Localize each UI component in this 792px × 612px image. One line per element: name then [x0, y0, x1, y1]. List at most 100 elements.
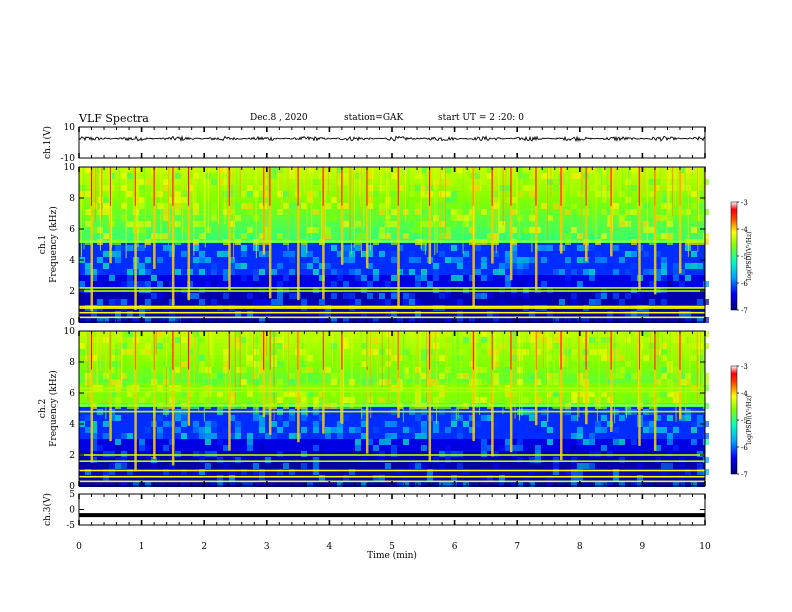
spectrogram-cell	[691, 439, 697, 445]
spectrogram-cell	[661, 203, 667, 209]
spectrogram-cell	[607, 185, 613, 191]
spectrogram-row	[79, 283, 705, 287]
spectrogram-cell	[703, 403, 709, 409]
sferic-line	[246, 331, 248, 366]
spectrogram-cell	[511, 251, 517, 257]
spectrogram-cell	[247, 481, 253, 487]
sferic-line	[553, 331, 555, 373]
spectrogram-cell	[175, 221, 181, 227]
spectrogram-cell	[331, 293, 337, 299]
sferic-line	[434, 167, 436, 256]
spectrogram-cell	[109, 355, 115, 361]
spectrogram-cell	[703, 331, 709, 337]
spectrogram-cell	[343, 245, 349, 251]
spectrogram-cell	[703, 373, 709, 379]
sferic-line	[596, 167, 598, 197]
sferic-line	[273, 331, 275, 421]
ch1-spectrogram-ytick-label: 6	[69, 225, 75, 235]
spectrogram-cell	[169, 481, 175, 487]
spectrogram-cell	[619, 355, 625, 361]
sferic-line	[363, 167, 365, 227]
spectrogram-cell	[535, 203, 541, 209]
spectrogram-cell	[607, 337, 613, 343]
spectrogram-cell	[109, 275, 115, 281]
spectrogram-cell	[445, 481, 451, 487]
spectrogram-cell	[403, 257, 409, 263]
spectrogram-cell	[253, 361, 259, 367]
spectrogram-cell	[373, 451, 379, 457]
spectrogram-cell	[673, 481, 679, 487]
colorbar-tick-label: -4	[741, 390, 748, 398]
spectrogram-cell	[193, 427, 199, 433]
spectrogram-cell	[457, 215, 463, 221]
spectrogram-row	[79, 235, 705, 239]
spectrogram-cell	[535, 287, 541, 293]
spectrogram-cell	[679, 361, 685, 367]
spectrogram-cell	[343, 475, 349, 481]
spectrogram-cell	[163, 185, 169, 191]
spectrogram-cell	[349, 427, 355, 433]
spectrogram-cell	[247, 191, 253, 197]
spectrogram-cell	[409, 191, 415, 197]
sferic-line	[568, 331, 570, 388]
spectrogram-cell	[577, 233, 583, 239]
spectrogram-cell	[253, 337, 259, 343]
spectrogram-cell	[487, 275, 493, 281]
spectrogram-cell	[691, 379, 697, 385]
spectrogram-cell	[421, 349, 427, 355]
spectrogram-cell	[583, 317, 589, 323]
spectrogram-cell	[577, 463, 583, 469]
ch2-spectrogram-ytick-label: 2	[69, 451, 75, 461]
sferic-line	[584, 167, 586, 233]
spectrogram-cell	[661, 463, 667, 469]
spectrogram-cell	[199, 427, 205, 433]
spectrogram-cell	[655, 215, 661, 221]
spectrogram-cell	[523, 227, 529, 233]
spectrogram-cell	[451, 281, 457, 287]
spectrogram-cell	[265, 391, 271, 397]
spectrogram-cell	[229, 233, 235, 239]
spectrogram-cell	[553, 299, 559, 305]
spectrogram-cell	[313, 457, 319, 463]
colorbar-tick-label: -7	[741, 307, 748, 315]
spectrogram-cell	[403, 367, 409, 373]
spectrogram-cell	[397, 379, 403, 385]
spectrogram-cell	[565, 233, 571, 239]
spectrogram-cell	[559, 269, 565, 275]
spectrogram-cell	[163, 469, 169, 475]
spectrogram-cell	[595, 251, 601, 257]
sferic-line	[402, 331, 404, 423]
spectrogram-cell	[307, 311, 313, 317]
spectrogram-cell	[547, 311, 553, 317]
spectrogram-cell	[367, 397, 373, 403]
spectrogram-cell	[361, 337, 367, 343]
spectrogram-cell	[223, 293, 229, 299]
spectrogram-cell	[595, 299, 601, 305]
spectrogram-cell	[517, 481, 523, 487]
spectrogram-cell	[241, 445, 247, 451]
spectrogram-cell	[457, 311, 463, 317]
spectrogram-cell	[121, 481, 127, 487]
sferic-line	[135, 167, 137, 227]
spectrogram-cell	[439, 475, 445, 481]
spectrogram-cell	[553, 421, 559, 427]
spectrogram-cell	[547, 215, 553, 221]
date-label: Dec.8 , 2020	[250, 113, 308, 123]
spectrogram-cell	[511, 391, 517, 397]
sferic-burst	[153, 167, 156, 269]
spectrogram-cell	[337, 311, 343, 317]
spectrogram-cell	[235, 337, 241, 343]
sferic-line	[661, 331, 663, 377]
spectrogram-cell	[451, 221, 457, 227]
spectrogram-cell	[343, 233, 349, 239]
spectrogram-cell	[103, 433, 109, 439]
spectrogram-cell	[679, 179, 685, 185]
spectrogram-cell	[163, 421, 169, 427]
spectrogram-cell	[331, 343, 337, 349]
spectrogram-cell	[655, 233, 661, 239]
spectrogram-cell	[439, 251, 445, 257]
spectrogram-row	[79, 271, 705, 275]
spectrogram-cell	[589, 463, 595, 469]
sferic-line	[235, 331, 237, 380]
spectrogram-cell	[193, 263, 199, 269]
